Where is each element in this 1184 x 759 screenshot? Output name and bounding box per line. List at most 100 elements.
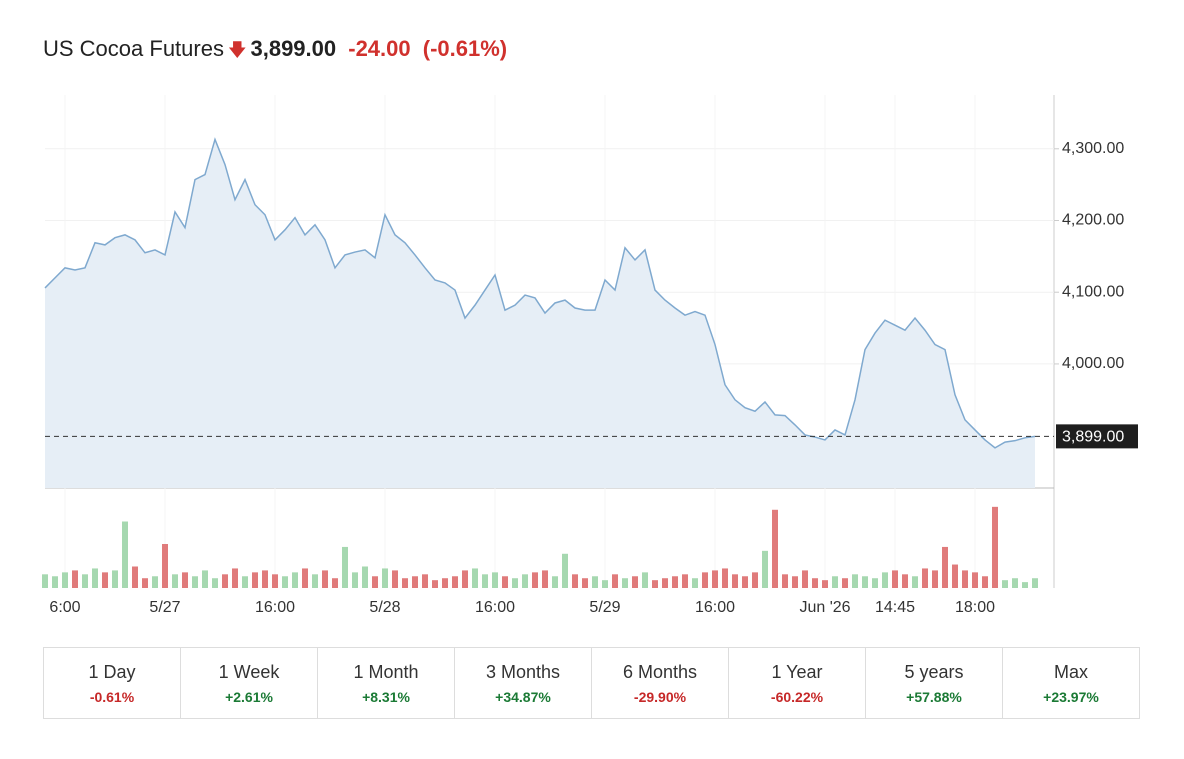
period-label: Max bbox=[1053, 662, 1088, 682]
last-price-box bbox=[1056, 424, 1138, 449]
volume-bar bbox=[912, 576, 918, 588]
volume-bar bbox=[832, 576, 838, 588]
price-line bbox=[44, 137, 1036, 449]
volume-bar bbox=[502, 576, 508, 588]
x-tick-label: 5/28 bbox=[369, 599, 400, 616]
volume-bar bbox=[662, 578, 668, 588]
volume-bar bbox=[192, 576, 198, 588]
volume-bar bbox=[1022, 582, 1028, 588]
x-tick-label: Jun '26 bbox=[799, 599, 850, 616]
header: US Cocoa Futures 🡇 3,899.00 -24.00 (-0.61%… bbox=[43, 36, 507, 68]
volume-bar bbox=[132, 566, 138, 588]
volume-bar bbox=[692, 578, 698, 588]
volume-bar bbox=[142, 578, 148, 588]
volume-bar bbox=[242, 576, 248, 588]
volume-bar bbox=[782, 574, 788, 588]
volume-bar bbox=[892, 570, 898, 588]
volume-bar bbox=[62, 572, 68, 588]
volume-bar bbox=[412, 576, 418, 588]
volume-bar bbox=[282, 576, 288, 588]
y-tick-label: 4,100.00 bbox=[1062, 283, 1124, 300]
volume-bar bbox=[422, 574, 428, 588]
y-tick-label: 4,000.00 bbox=[1062, 355, 1124, 372]
period-label: 1 Week bbox=[218, 662, 280, 682]
volume-bar bbox=[982, 576, 988, 588]
volume-bar bbox=[1012, 578, 1018, 588]
period-tab[interactable]: 6 Months -29.90% bbox=[592, 648, 729, 718]
volume-bar bbox=[922, 568, 928, 588]
volume-bar bbox=[202, 570, 208, 588]
volume-bar bbox=[102, 572, 108, 588]
period-tab[interactable]: 1 Month +8.31% bbox=[318, 648, 455, 718]
change-pct: (-0.61%) bbox=[422, 36, 508, 61]
volume-bar bbox=[532, 572, 538, 588]
volume-bar bbox=[572, 574, 578, 588]
volume-bar bbox=[712, 570, 718, 588]
volume-bar bbox=[112, 570, 118, 588]
y-tick-label: 4,300.00 bbox=[1062, 140, 1124, 157]
x-tick-label: 16:00 bbox=[475, 599, 515, 616]
volume-bar bbox=[332, 578, 338, 588]
volume-bar bbox=[42, 574, 48, 588]
period-label: 1 Day bbox=[88, 662, 136, 682]
volume-bar bbox=[932, 570, 938, 588]
y-tick-label: 4,200.00 bbox=[1062, 212, 1124, 229]
volume-bar bbox=[482, 574, 488, 588]
volume-bar bbox=[552, 576, 558, 588]
x-tick-label: 5/29 bbox=[589, 599, 620, 616]
volume-bar bbox=[762, 550, 768, 588]
period-change: -0.61% bbox=[89, 689, 135, 705]
volume-bar bbox=[882, 572, 888, 588]
volume-bar bbox=[542, 570, 548, 588]
volume-bar bbox=[1032, 578, 1038, 588]
volume-bar bbox=[402, 578, 408, 588]
period-tab[interactable]: 1 Day -0.61% bbox=[44, 648, 181, 718]
period-change: +2.61% bbox=[225, 689, 273, 705]
volume-bar bbox=[792, 576, 798, 588]
volume-bar bbox=[382, 568, 388, 588]
volume-bar bbox=[962, 570, 968, 588]
volume-bar bbox=[842, 578, 848, 588]
volume-bar bbox=[742, 576, 748, 588]
down-arrow: 🡇 bbox=[227, 40, 247, 60]
volume-bar bbox=[622, 578, 628, 588]
period-tabs: 1 Day -0.61% 1 Week +2.61% 1 Month +8.31% 3 Mo… bbox=[43, 647, 1140, 719]
volume-bar bbox=[252, 572, 258, 588]
x-tick-label: 14:45 bbox=[875, 599, 915, 616]
volume-bar bbox=[952, 564, 958, 588]
period-tab[interactable]: 3 Months +34.87% bbox=[455, 648, 592, 718]
volume-bar bbox=[812, 578, 818, 588]
period-tab[interactable]: Max +23.97% bbox=[1003, 648, 1139, 718]
volume-bar bbox=[942, 546, 948, 588]
volume-bar bbox=[432, 580, 438, 588]
volume-bar bbox=[752, 572, 758, 588]
volume-bar bbox=[172, 574, 178, 588]
period-label: 1 Year bbox=[771, 662, 823, 682]
volume-bar bbox=[82, 574, 88, 588]
volume-bar bbox=[702, 572, 708, 588]
volume-bar bbox=[322, 570, 328, 588]
volume-bar bbox=[342, 546, 348, 588]
period-label: 1 Month bbox=[353, 662, 419, 682]
change: -24.00 bbox=[348, 36, 411, 61]
period-tab[interactable]: 1 Year -60.22% bbox=[729, 648, 866, 718]
period-label: 6 Months bbox=[622, 662, 698, 682]
volume-bar bbox=[582, 578, 588, 588]
volume-bar bbox=[592, 576, 598, 588]
volume-bar bbox=[452, 576, 458, 588]
period-tab[interactable]: 5 years +57.88% bbox=[866, 648, 1003, 718]
period-change: +57.88% bbox=[906, 689, 962, 705]
period-label: 5 years bbox=[904, 662, 964, 682]
price-area bbox=[45, 139, 1035, 488]
volume-bar bbox=[562, 553, 568, 588]
volume-bar bbox=[232, 568, 238, 588]
x-tick-label: 6:00 bbox=[49, 599, 80, 616]
volume-bar bbox=[292, 572, 298, 588]
volume-bar bbox=[72, 570, 78, 588]
volume-bar bbox=[472, 568, 478, 588]
volume-bar bbox=[602, 580, 608, 588]
volume-bar bbox=[1002, 580, 1008, 588]
period-tab[interactable]: 1 Week +2.61% bbox=[181, 648, 318, 718]
volume-bar bbox=[802, 570, 808, 588]
